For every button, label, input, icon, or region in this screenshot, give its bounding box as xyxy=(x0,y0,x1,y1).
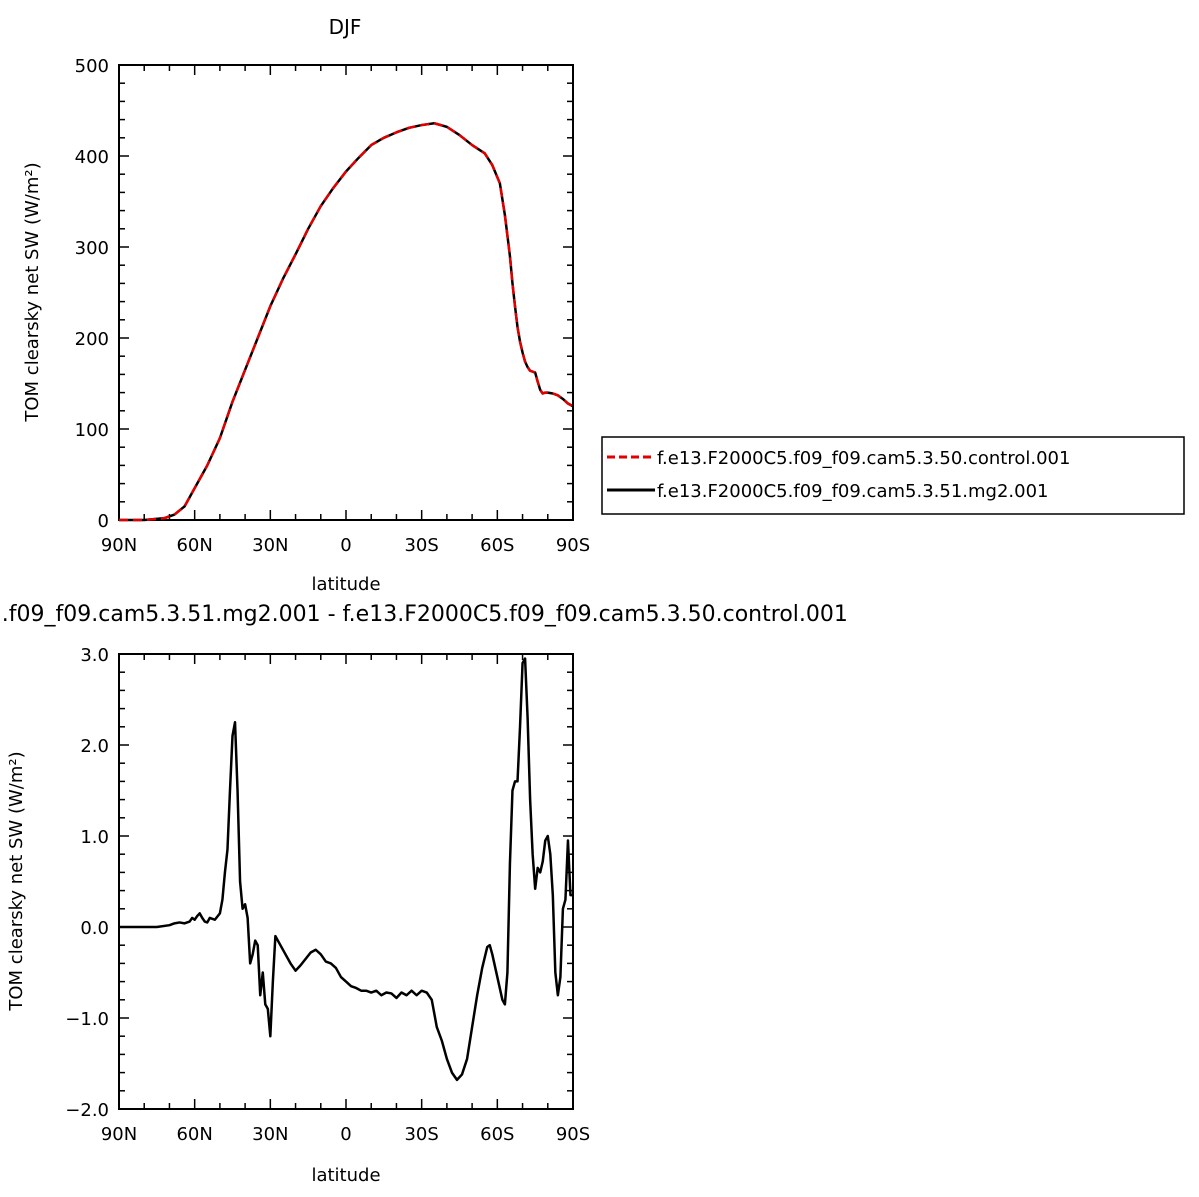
series-group xyxy=(119,121,574,522)
x-tick-labels: 90N 60N 30N 0 30S 60S 90S xyxy=(101,535,590,556)
x-tick-label: 60S xyxy=(480,1124,514,1145)
y-tick-label: 0 xyxy=(98,511,109,532)
y-tick-label: −1.0 xyxy=(65,1009,109,1030)
y-tick-label: 1.0 xyxy=(80,827,109,848)
x-tick-label: 60N xyxy=(176,1124,212,1145)
difference-title: f.e13.F2000C5.f09_f09.cam5.3.51.mg2.001 … xyxy=(0,602,848,627)
y-tick-label: 2.0 xyxy=(80,736,109,757)
y-tick-label: 0.0 xyxy=(80,918,109,939)
series-group xyxy=(119,657,573,1082)
top-panel: DJF 90N 60N 30N 0 30S 60S 90S 0 100 200 300 400 500… xyxy=(22,15,590,595)
plot-frame xyxy=(118,64,574,521)
x-axis-label: latitude xyxy=(311,574,380,595)
series-line-control xyxy=(119,121,574,522)
y-tick-label: 3.0 xyxy=(80,645,109,666)
legend-label-control: f.e13.F2000C5.f09_f09.cam5.3.50.control.… xyxy=(657,448,1070,469)
x-tick-label: 60S xyxy=(480,535,514,556)
axis-ticks xyxy=(118,64,574,521)
x-tick-label: 90S xyxy=(556,1124,590,1145)
plot-frame xyxy=(118,653,574,1110)
x-tick-label: 90S xyxy=(556,535,590,556)
legend: f.e13.F2000C5.f09_f09.cam5.3.50.control.… xyxy=(601,436,1185,515)
legend-box xyxy=(601,436,1185,515)
y-axis-label: TOM clearsky net SW (W/m²) xyxy=(22,162,43,422)
chart-title: DJF xyxy=(329,15,362,39)
series-line-mg2 xyxy=(119,657,573,1082)
x-tick-label: 30S xyxy=(404,535,438,556)
y-tick-label: 200 xyxy=(75,329,109,350)
y-tick-label: 500 xyxy=(75,56,109,77)
bottom-panel: f.e13.F2000C5.f09_f09.cam5.3.51.mg2.001 … xyxy=(0,602,848,1186)
x-tick-label: 30N xyxy=(252,1124,288,1145)
x-axis-label: latitude xyxy=(311,1165,380,1186)
axis-ticks xyxy=(118,653,574,1110)
x-tick-label: 60N xyxy=(176,535,212,556)
y-tick-labels: −2.0 −1.0 0.0 1.0 2.0 3.0 xyxy=(65,645,109,1121)
y-tick-label: 400 xyxy=(75,147,109,168)
y-tick-labels: 0 100 200 300 400 500 xyxy=(75,56,109,532)
x-tick-label: 90N xyxy=(101,535,137,556)
x-tick-label: 0 xyxy=(340,535,351,556)
x-tick-labels: 90N 60N 30N 0 30S 60S 90S xyxy=(101,1124,590,1145)
y-tick-label: 100 xyxy=(75,420,109,441)
x-tick-label: 30S xyxy=(404,1124,438,1145)
x-tick-label: 0 xyxy=(340,1124,351,1145)
legend-label-mg2: f.e13.F2000C5.f09_f09.cam5.3.51.mg2.001 xyxy=(657,481,1048,502)
y-tick-label: −2.0 xyxy=(65,1100,109,1121)
y-tick-label: 300 xyxy=(75,238,109,259)
x-tick-label: 90N xyxy=(101,1124,137,1145)
y-axis-label: TOM clearsky net SW (W/m²) xyxy=(6,751,27,1011)
x-tick-label: 30N xyxy=(252,535,288,556)
series-line-mg2 xyxy=(119,121,574,522)
